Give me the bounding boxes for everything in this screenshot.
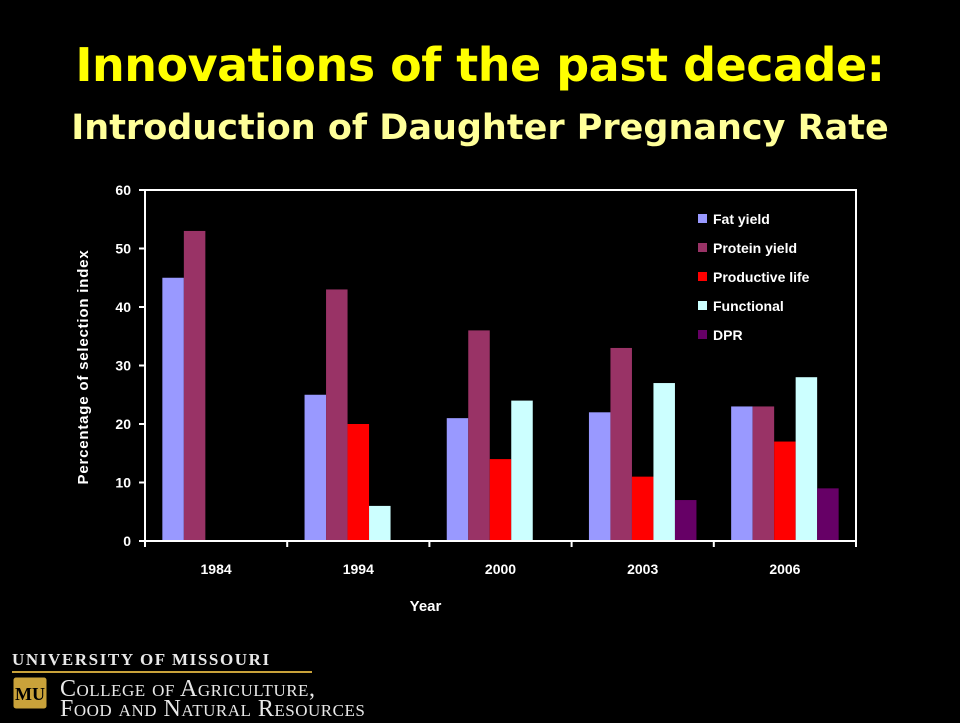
- x-tick-label: 2000: [485, 561, 516, 577]
- legend-label: Functional: [713, 298, 784, 314]
- bar: [511, 400, 533, 541]
- y-axis-label: Percentage of selection index: [75, 250, 92, 485]
- bar: [631, 476, 654, 541]
- x-axis-label: Year: [410, 598, 442, 615]
- bar: [817, 488, 839, 541]
- legend-swatch: [698, 214, 707, 223]
- university-footer: UNIVERSITY OF MISSOURI MU College of Agr…: [12, 650, 452, 722]
- bar: [183, 230, 206, 541]
- bar: [326, 289, 348, 541]
- slide-title: Innovations of the past decade:: [75, 38, 885, 92]
- legend-label: DPR: [713, 327, 743, 343]
- legend-swatch: [698, 243, 707, 252]
- mu-logo-text: MU: [15, 684, 45, 704]
- legend-label: Protein yield: [713, 240, 797, 256]
- university-name: UNIVERSITY OF MISSOURI: [12, 650, 271, 669]
- bar: [369, 505, 391, 541]
- bar: [674, 500, 697, 541]
- y-tick-label: 40: [115, 299, 131, 315]
- bar: [304, 394, 327, 541]
- bar: [752, 406, 775, 541]
- y-tick-label: 60: [115, 182, 131, 198]
- y-tick-label: 20: [115, 416, 131, 432]
- y-tick-label: 30: [115, 358, 131, 374]
- bar: [653, 383, 675, 541]
- college-name-line1: College of Agriculture,: [60, 676, 316, 702]
- legend-swatch: [698, 272, 707, 281]
- college-name-line2: Food and Natural Resources: [60, 696, 366, 722]
- legend-label: Productive life: [713, 269, 810, 285]
- y-tick-label: 50: [115, 241, 131, 257]
- bar: [347, 424, 370, 541]
- bar: [774, 441, 796, 541]
- legend-swatch: [698, 301, 707, 310]
- bar: [795, 377, 818, 541]
- x-tick-label: 2003: [627, 561, 658, 577]
- bar: [731, 406, 753, 541]
- y-tick-label: 10: [115, 475, 131, 491]
- x-tick-label: 2006: [769, 561, 800, 577]
- bar: [162, 277, 184, 541]
- legend-swatch: [698, 330, 707, 339]
- bar: [588, 412, 611, 541]
- x-tick-label: 1994: [343, 561, 374, 577]
- slide-subtitle: Introduction of Daughter Pregnancy Rate: [71, 108, 889, 148]
- bar: [489, 459, 512, 541]
- bar: [610, 347, 632, 541]
- footer-divider: [12, 671, 312, 673]
- y-tick-label: 0: [123, 533, 131, 549]
- mu-logo-icon: MU: [12, 676, 48, 710]
- x-tick-label: 1984: [201, 561, 232, 577]
- bar: [446, 418, 469, 541]
- legend-label: Fat yield: [713, 211, 770, 227]
- bar: [468, 330, 490, 541]
